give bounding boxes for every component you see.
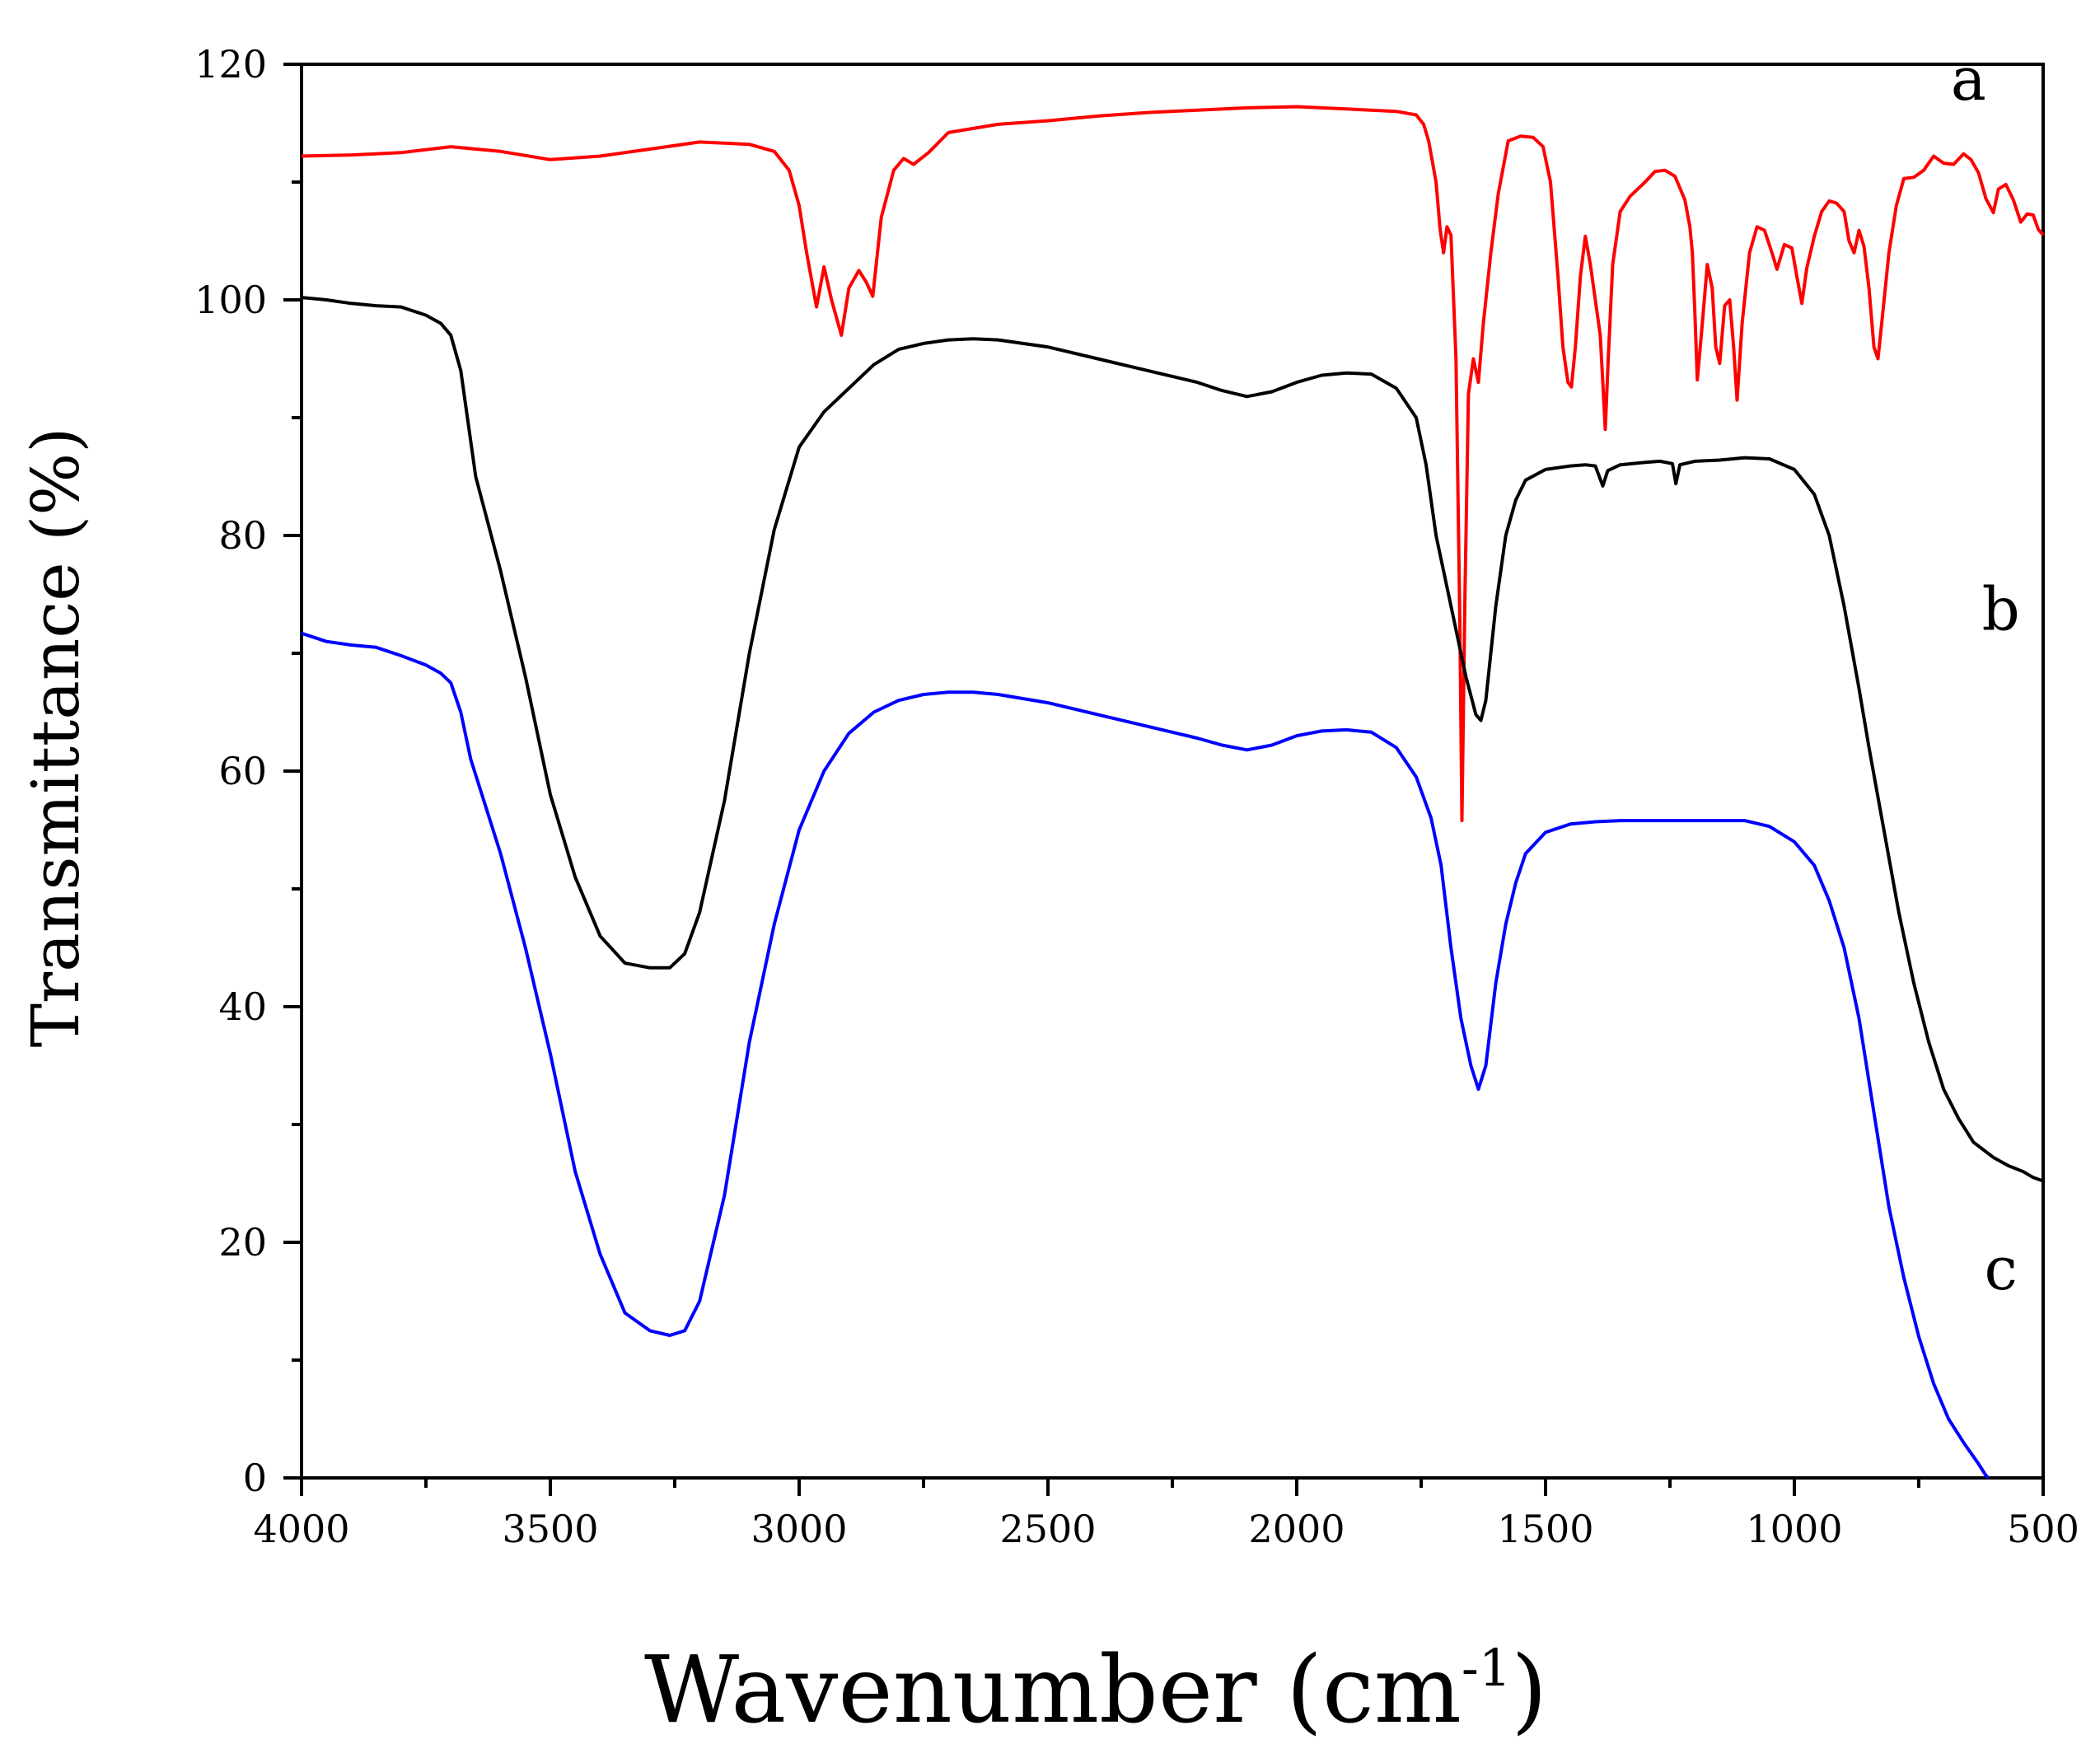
x-axis-title-end: ) [1511,1637,1547,1744]
x-tick-label: 1500 [1497,1507,1593,1551]
y-tick-label: 20 [218,1220,267,1265]
series-line-c [301,631,1990,1480]
x-tick-label: 500 [2007,1507,2079,1551]
plot-area: 4000 3500 3000 2500 2000 1500 1000 500 0 20 40 60 8… [194,42,2079,1551]
y-tick-label: 0 [243,1456,267,1500]
y-tick-label: 40 [218,984,267,1029]
series-label-a: a [1951,44,1986,114]
x-tick-label: 3500 [502,1507,598,1551]
x-axis-title-superscript: -1 [1462,1638,1511,1698]
series-label-c: c [1984,1234,2017,1303]
x-tick-label: 2000 [1248,1507,1345,1551]
x-tick-label: 1000 [1746,1507,1842,1551]
y-tick-label: 80 [218,513,267,558]
series-layer [301,105,2045,1480]
y-tick-label: 120 [194,42,267,86]
plot-frame [300,63,2045,1480]
series-line-a [301,105,2045,823]
series-line-b [301,296,2044,1183]
y-tick-label: 100 [194,278,267,322]
series-labels: a b c [1951,44,2020,1303]
y-tick-label: 60 [218,749,267,793]
x-tick-label: 3000 [751,1507,847,1551]
y-axis-ticks: 0 20 40 60 80 100 120 [194,42,302,1500]
x-tick-label: 4000 [253,1507,349,1551]
y-axis-title: Transmittance (%) [17,428,94,1048]
x-axis-ticks: 4000 3500 3000 2500 2000 1500 1000 500 [253,1478,2079,1551]
x-axis-title: Wavenumber (cm-1) [644,1637,1547,1744]
series-label-b: b [1982,574,2020,643]
x-axis-title-text: Wavenumber (cm [644,1637,1462,1744]
x-tick-label: 2500 [999,1507,1096,1551]
